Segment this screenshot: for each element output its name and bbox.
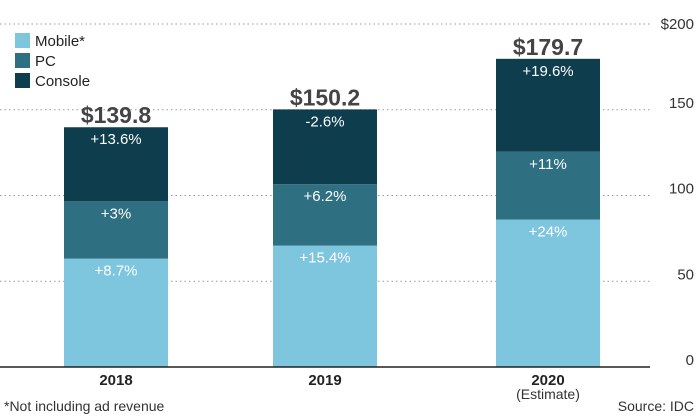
legend-item: Console [15, 73, 90, 90]
x-category-label: 2020 [531, 372, 564, 389]
segment-growth-label: +8.7% [95, 263, 138, 280]
y-tick-label: 100 [669, 181, 694, 198]
bar-segment-mobile [64, 258, 168, 367]
legend-label: PC [35, 53, 56, 70]
legend: Mobile* PC Console [15, 33, 90, 90]
bar-stack-2020: +24% +11% +19.6% $179.7 [496, 34, 600, 367]
legend-swatch [15, 73, 30, 88]
y-tick-label: 50 [677, 266, 694, 283]
bar-segment-pc [496, 151, 600, 220]
bar-segment-mobile [273, 245, 377, 367]
x-category-label: 2018 [99, 372, 132, 389]
segment-growth-label: +11% [529, 156, 567, 173]
y-tick-label: 150 [669, 95, 694, 112]
bar-segment-pc [64, 201, 168, 259]
segment-growth-label: +15.4% [299, 250, 350, 267]
bar-stack-2019: +15.4% +6.2% -2.6% $150.2 [273, 84, 377, 367]
segment-growth-label: +3% [101, 205, 131, 222]
x-category-sublabel: (Estimate) [516, 386, 580, 402]
bar-total-label: $150.2 [290, 84, 360, 110]
bar-stacks: +8.7% +3% +13.6% $139.8 +15.4% +6.2% -2.6% $150… [64, 34, 600, 367]
source-note: Source: IDC [618, 398, 694, 414]
bar-segment-console [496, 58, 600, 152]
bar-segment-mobile [496, 219, 600, 367]
x-axis-labels: 2018 2019 2020(Estimate) [99, 372, 580, 402]
segment-growth-label: +19.6% [522, 63, 573, 80]
bar-total-label: $179.7 [513, 34, 583, 60]
segment-growth-label: +24% [529, 224, 568, 241]
y-tick-label: 0 [686, 352, 694, 369]
legend-item: PC [15, 53, 56, 70]
bar-segment-console [273, 109, 377, 185]
legend-label: Console [35, 73, 90, 90]
segment-growth-label: -2.6% [305, 113, 344, 130]
y-axis: 0 50 100 150 $200 [0, 16, 694, 369]
bar-total-label: $139.8 [81, 102, 152, 128]
bar-stack-2018: +8.7% +3% +13.6% $139.8 [64, 102, 168, 367]
legend-swatch [15, 53, 30, 68]
legend-swatch [15, 33, 30, 48]
footnote: *Not including ad revenue [4, 398, 165, 414]
x-category-label: 2019 [308, 372, 341, 389]
bar-segment-pc [273, 184, 377, 246]
legend-item: Mobile* [15, 33, 85, 50]
segment-growth-label: +6.2% [304, 188, 347, 205]
segment-growth-label: +13.6% [90, 131, 141, 148]
y-tick-label: $200 [661, 16, 694, 33]
bar-segment-console [64, 127, 168, 202]
legend-label: Mobile* [35, 33, 85, 50]
